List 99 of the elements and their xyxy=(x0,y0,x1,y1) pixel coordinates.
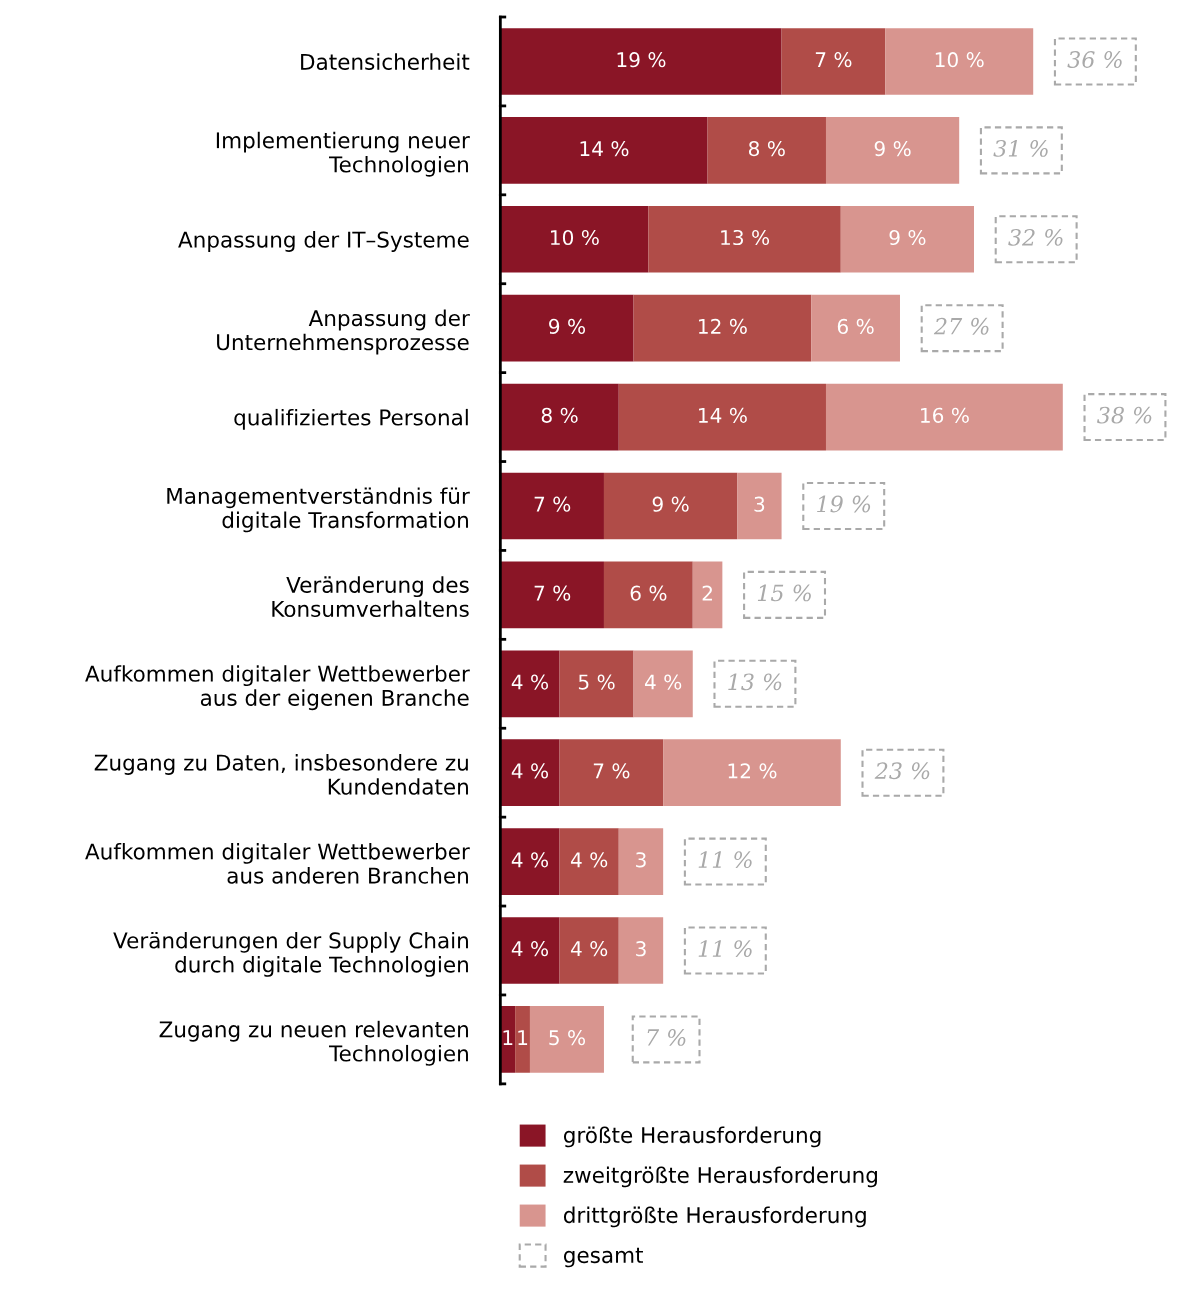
total-label: 32 % xyxy=(1008,228,1063,246)
total-label: 36 % xyxy=(1067,51,1122,68)
bar xyxy=(781,28,886,95)
bar xyxy=(618,383,826,451)
data-label: 10 % xyxy=(550,229,599,246)
text: gesamt xyxy=(563,1247,643,1268)
legend-label: zweitgrößte Herausforderung xyxy=(563,1166,877,1188)
data-label: 1 xyxy=(518,1030,528,1045)
data-label: 12 % xyxy=(699,318,747,335)
bar xyxy=(885,28,1034,95)
data-label: 6 % xyxy=(837,318,874,335)
data-label: 4 % xyxy=(570,852,608,868)
bar xyxy=(559,828,619,895)
total-label: 31 % xyxy=(993,140,1048,157)
bar xyxy=(559,650,634,718)
data-label: 10 % xyxy=(935,52,984,68)
data-label: 7 % xyxy=(593,763,630,779)
data-label: 4 % xyxy=(570,941,608,957)
y-tick-label: Zugang zu Daten, insbesondere zu Kundendaten xyxy=(94,754,468,795)
data-label: 5 % xyxy=(578,674,615,690)
y-tick-label: qualifiziertes Personal xyxy=(234,408,468,430)
bar xyxy=(500,28,782,95)
bar xyxy=(707,117,826,184)
bar xyxy=(825,117,960,184)
total-label: 11 % xyxy=(698,851,752,869)
y-tick-label: Anpassung der Unternehmensprozesse xyxy=(217,309,470,355)
data-label: 7 % xyxy=(534,585,571,601)
bar xyxy=(603,472,738,540)
bar xyxy=(692,561,723,629)
total-label: 38 % xyxy=(1097,406,1152,424)
bar xyxy=(648,205,841,273)
bar xyxy=(811,294,900,362)
y-tick-label: Anpassung der IT–Systeme xyxy=(178,231,469,252)
y-tick-label: Managementverständnis für digitale Transformation xyxy=(167,487,470,533)
data-label: 19 % xyxy=(617,52,666,68)
bar xyxy=(559,739,664,807)
bar xyxy=(663,739,841,807)
total-label: 19 % xyxy=(817,495,871,513)
bar xyxy=(500,561,604,629)
data-label: 4 % xyxy=(511,941,549,957)
data-label: 14 % xyxy=(699,407,747,423)
data-label: 9 % xyxy=(889,229,926,246)
bar xyxy=(500,117,708,184)
legend-label: größte Herausforderung xyxy=(563,1126,821,1148)
bar xyxy=(500,294,634,362)
bar xyxy=(500,917,560,984)
data-label: 5 % xyxy=(549,1030,586,1046)
legend-label: drittgrößte Herausforderung xyxy=(563,1206,866,1228)
data-label: 4 % xyxy=(511,674,549,690)
bar xyxy=(500,383,619,451)
bar xyxy=(500,472,604,540)
bar xyxy=(559,917,619,984)
data-label: 3 xyxy=(636,941,646,957)
data-label: 4 % xyxy=(511,852,549,868)
total-label: 13 % xyxy=(728,673,782,691)
y-tick-label: Zugang zu neuen relevanten Technologien xyxy=(159,1020,468,1066)
total-label: 11 % xyxy=(698,940,752,957)
bar xyxy=(618,828,664,895)
bar xyxy=(500,739,560,807)
y-tick-label: Aufkommen digitaler Wettbewerber aus der eigenen Branche xyxy=(85,665,470,711)
data-label: 1 xyxy=(503,1030,513,1045)
data-label: 9 % xyxy=(874,140,911,157)
bar xyxy=(633,650,693,718)
bar xyxy=(618,917,664,984)
y-tick-label: Datensicherheit xyxy=(301,53,470,70)
bar xyxy=(633,294,812,362)
bar xyxy=(603,561,693,629)
data-label: 3 xyxy=(636,852,646,868)
data-label: 6 % xyxy=(630,585,667,601)
data-label: 7 % xyxy=(534,496,571,512)
bar xyxy=(737,472,782,540)
data-label: 8 % xyxy=(541,407,578,423)
y-tick-label: Veränderungen der Supply Chain durch digitale Technologien xyxy=(113,931,468,977)
data-label: 13 % xyxy=(721,229,770,246)
total-label: 7 % xyxy=(647,1029,686,1046)
y-tick-label: Implementierung neuer Technologien xyxy=(216,131,470,177)
data-label: 3 xyxy=(754,496,765,512)
data-label: 4 % xyxy=(511,763,549,779)
data-label: 7 % xyxy=(815,52,852,68)
data-label: 8 % xyxy=(748,140,785,157)
data-label: 16 % xyxy=(921,407,969,423)
data-label: 2 xyxy=(702,585,712,601)
bar xyxy=(825,383,1063,451)
total-label: 23 % xyxy=(874,762,930,780)
total-label: 15 % xyxy=(757,584,811,602)
y-tick-label: Veränderung des Konsumverhaltens xyxy=(272,576,469,618)
bar xyxy=(500,205,649,273)
data-label: 9 % xyxy=(652,496,689,512)
bar xyxy=(500,650,560,718)
y-tick-label: Aufkommen digitaler Wettbewerber aus anderen Branchen xyxy=(85,843,470,884)
total-label: 27 % xyxy=(933,317,989,335)
bar xyxy=(840,205,974,273)
data-label: 4 % xyxy=(644,674,682,690)
data-label: 14 % xyxy=(580,140,629,157)
bar xyxy=(500,828,560,895)
bar xyxy=(515,1006,530,1073)
bar xyxy=(529,1006,604,1073)
data-label: 9 % xyxy=(549,318,586,335)
data-label: 12 % xyxy=(728,763,777,779)
